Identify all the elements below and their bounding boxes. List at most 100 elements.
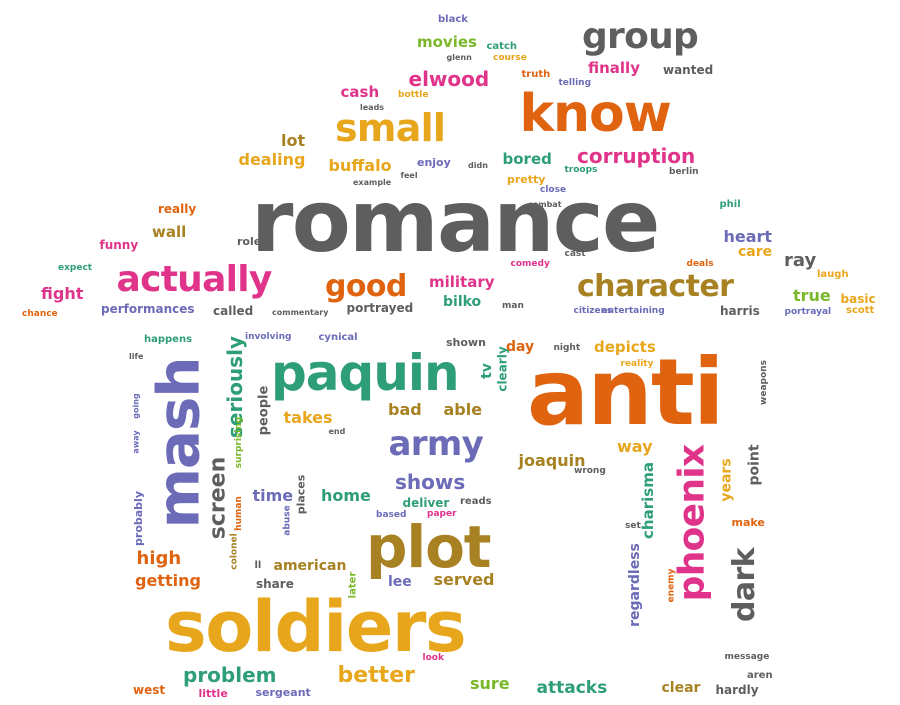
cloud-word: night — [553, 342, 581, 353]
cloud-word: portrayal — [784, 306, 832, 317]
cloud-word: reality — [620, 358, 654, 369]
cloud-word: paquin — [271, 344, 460, 402]
cloud-word: feel — [400, 171, 418, 180]
cloud-word: man — [502, 300, 524, 311]
cloud-word: heart — [723, 227, 773, 246]
cloud-word: lot — [281, 131, 306, 150]
cloud-word: cast — [564, 248, 586, 259]
cloud-word: years — [718, 458, 735, 502]
cloud-word: american — [273, 558, 347, 574]
cloud-word: reads — [460, 496, 492, 507]
cloud-word: cash — [340, 82, 380, 101]
cloud-word: little — [198, 686, 228, 700]
cloud-word: finally — [588, 58, 640, 77]
cloud-word: know — [519, 84, 672, 144]
cloud-word: high — [136, 548, 182, 569]
cloud-word: tv — [478, 363, 495, 379]
cloud-word: elwood — [408, 67, 490, 91]
cloud-word: bored — [502, 149, 552, 168]
cloud-word: comedy — [510, 258, 550, 269]
cloud-word: romance — [251, 172, 660, 272]
cloud-word: black — [438, 14, 468, 25]
cloud-word: telling — [558, 77, 592, 88]
cloud-word: expect — [58, 262, 93, 273]
cloud-word: course — [493, 52, 527, 63]
cloud-word: way — [617, 437, 653, 456]
cloud-word: hardly — [715, 683, 759, 697]
cloud-word: probably — [131, 490, 145, 546]
cloud-word: harris — [720, 304, 760, 318]
cloud-word: make — [731, 515, 765, 529]
cloud-word: abuse — [282, 504, 293, 536]
cloud-word: chance — [22, 308, 58, 319]
cloud-word: army — [388, 424, 484, 464]
cloud-word: shown — [446, 335, 486, 349]
cloud-word: mash — [143, 357, 212, 529]
cloud-word: role — [237, 234, 262, 248]
cloud-word: catch — [486, 41, 518, 52]
cloud-word: bad — [388, 400, 422, 419]
cloud-word: funny — [99, 238, 139, 252]
cloud-word: care — [738, 244, 773, 260]
cloud-word: corruption — [577, 144, 696, 168]
cloud-word: served — [433, 570, 495, 589]
cloud-word: later — [346, 571, 358, 599]
cloud-word: bilko — [443, 294, 482, 310]
cloud-word: regardless — [626, 543, 643, 627]
cloud-word: going — [131, 393, 141, 419]
cloud-word: takes — [283, 408, 333, 427]
cloud-word: commentary — [272, 308, 329, 317]
cloud-word: actually — [116, 259, 273, 300]
cloud-word: surprising — [233, 416, 244, 468]
cloud-word: movies — [417, 32, 477, 51]
cloud-word: weapons — [758, 359, 769, 405]
cloud-word: enjoy — [417, 155, 451, 169]
cloud-word: look — [422, 652, 444, 663]
cloud-word: people — [256, 385, 272, 435]
cloud-word: deals — [686, 258, 714, 269]
cloud-word: really — [158, 202, 197, 216]
cloud-word: end — [328, 427, 346, 436]
cloud-word: military — [429, 272, 495, 291]
cloud-word: point — [746, 444, 763, 486]
cloud-word: home — [321, 486, 371, 505]
cloud-word: sure — [470, 674, 510, 693]
cloud-word: dark — [727, 547, 763, 623]
cloud-word: enemy — [666, 568, 677, 602]
cloud-word: cynical — [318, 332, 358, 343]
cloud-word: close — [540, 184, 567, 195]
cloud-word: glenn — [446, 53, 472, 62]
cloud-word: better — [337, 663, 415, 688]
cloud-word: basic — [840, 292, 876, 306]
cloud-word: problem — [183, 663, 277, 687]
cloud-word: combat — [528, 200, 562, 209]
cloud-word: getting — [135, 571, 201, 590]
cloud-word: share — [256, 577, 294, 591]
cloud-word: depicts — [594, 337, 656, 356]
cloud-word: west — [133, 683, 166, 697]
cloud-word: phil — [719, 199, 741, 210]
cloud-word: colonel — [229, 532, 240, 570]
cloud-word: portrayed — [346, 301, 414, 315]
cloud-word: soldiers — [165, 586, 467, 668]
cloud-word: message — [724, 651, 770, 662]
cloud-word: troops — [564, 164, 598, 175]
cloud-word: clearly — [495, 346, 510, 392]
cloud-word: screen — [204, 456, 230, 540]
cloud-word: anti — [527, 339, 725, 446]
cloud-word: able — [443, 400, 483, 419]
cloud-word: berlin — [669, 166, 699, 177]
cloud-word: aren — [747, 670, 773, 681]
cloud-word: wanted — [663, 63, 714, 77]
cloud-word: day — [506, 339, 535, 355]
cloud-word: involving — [245, 331, 292, 342]
cloud-word: fight — [41, 284, 84, 303]
cloud-word: clear — [661, 680, 701, 696]
cloud-word: life — [129, 352, 144, 361]
cloud-word: example — [353, 178, 392, 187]
cloud-word: performances — [101, 302, 195, 316]
cloud-word: human — [233, 495, 244, 531]
cloud-word: time — [252, 486, 294, 505]
cloud-word: ll — [254, 560, 262, 571]
